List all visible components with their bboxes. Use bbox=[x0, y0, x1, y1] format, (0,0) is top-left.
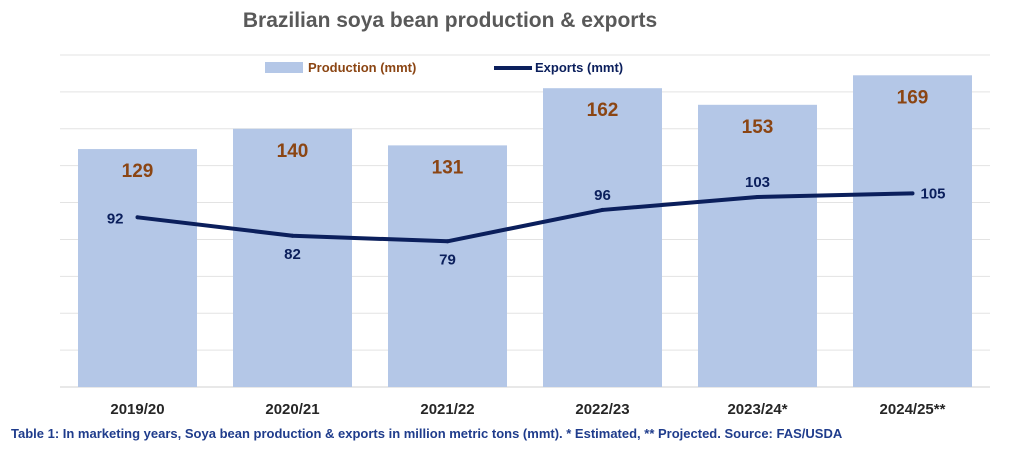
exports-point bbox=[290, 233, 295, 238]
category-label: 2021/22 bbox=[420, 401, 474, 418]
exports-point bbox=[755, 195, 760, 200]
category-label: 2019/20 bbox=[110, 401, 164, 418]
exports-line bbox=[135, 191, 915, 244]
production-bar bbox=[543, 88, 662, 387]
legend-swatch-production bbox=[265, 62, 303, 73]
exports-value-label: 92 bbox=[107, 210, 124, 227]
exports-series-line bbox=[137, 191, 913, 244]
production-bar bbox=[78, 149, 197, 387]
exports-point bbox=[135, 215, 140, 220]
production-bars bbox=[78, 75, 972, 388]
exports-value-label: 82 bbox=[284, 246, 301, 263]
legend: Production (mmt) Exports (mmt) bbox=[265, 60, 623, 75]
exports-point bbox=[600, 207, 605, 212]
exports-value-label: 79 bbox=[439, 251, 456, 268]
data-labels: 129 2019/20 140 2020/21 131 2021/22 162 2022/23… bbox=[107, 87, 946, 418]
category-label: 2022/23 bbox=[575, 401, 629, 418]
production-value-label: 153 bbox=[742, 117, 774, 138]
gridlines bbox=[60, 54, 990, 388]
category-label: 2020/21 bbox=[265, 401, 319, 418]
production-value-label: 140 bbox=[277, 141, 309, 162]
production-bar bbox=[388, 145, 507, 387]
production-value-label: 131 bbox=[432, 157, 464, 178]
chart-title: Brazilian soya bean production & exports bbox=[243, 9, 657, 32]
production-bar bbox=[233, 128, 352, 387]
production-bar bbox=[698, 104, 817, 388]
production-bar bbox=[853, 75, 972, 388]
exports-value-label: 96 bbox=[594, 187, 611, 204]
legend-label-production: Production (mmt) bbox=[308, 60, 416, 75]
legend-label-exports: Exports (mmt) bbox=[535, 60, 623, 75]
exports-point bbox=[910, 191, 915, 196]
chart-caption: Table 1: In marketing years, Soya bean p… bbox=[11, 426, 843, 441]
exports-value-label: 103 bbox=[745, 174, 770, 191]
exports-value-label: 105 bbox=[921, 185, 946, 202]
production-value-label: 162 bbox=[587, 100, 619, 121]
exports-point bbox=[445, 239, 450, 244]
category-label: 2024/25** bbox=[880, 401, 946, 418]
production-value-label: 169 bbox=[897, 87, 929, 108]
production-value-label: 129 bbox=[122, 161, 154, 182]
category-label: 2023/24* bbox=[727, 401, 787, 418]
